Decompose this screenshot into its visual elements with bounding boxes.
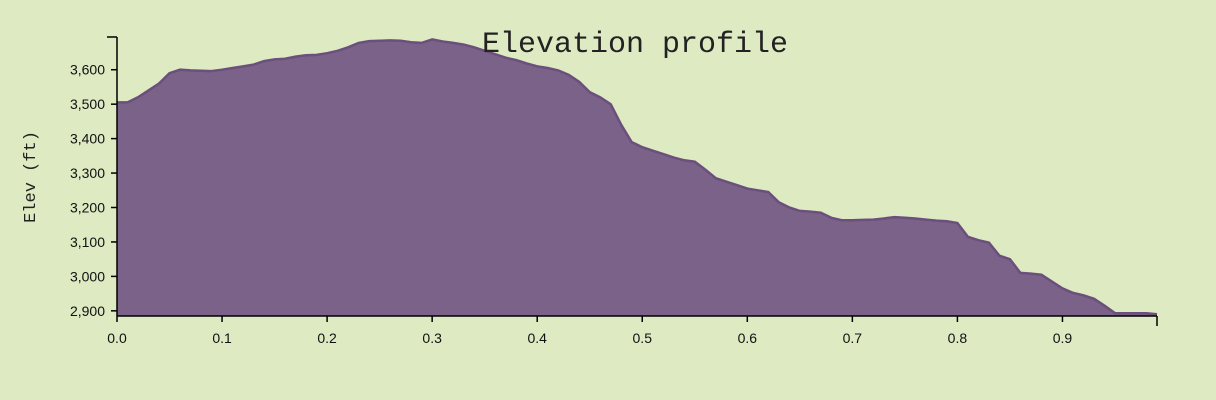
- x-tick-label: 0.7: [843, 330, 863, 346]
- x-tick-label: 0.2: [317, 330, 337, 346]
- x-tick-label: 0.0: [107, 330, 127, 346]
- y-tick-label: 3,400: [70, 131, 105, 147]
- x-tick-label: 0.4: [527, 330, 547, 346]
- x-tick-label: 0.3: [422, 330, 442, 346]
- chart-title: Elevation profile: [482, 28, 788, 62]
- elevation-line-0: [117, 38, 1158, 316]
- y-tick-label: 3,600: [70, 62, 105, 78]
- y-tick-label: 3,000: [70, 268, 105, 284]
- y-tick-label: 2,900: [70, 303, 105, 319]
- x-tick-label: 0.1: [212, 330, 232, 346]
- y-axis-label: Elev (ft): [22, 131, 41, 223]
- x-tick-label: 0.6: [738, 330, 758, 346]
- y-tick-label: 3,200: [70, 200, 105, 216]
- y-tick-label: 3,300: [70, 165, 105, 181]
- y-tick-label: 3,500: [70, 96, 105, 112]
- y-tick-label: 3,100: [70, 234, 105, 250]
- elevation-area-0: [117, 39, 1157, 317]
- x-tick-label: 0.5: [633, 330, 653, 346]
- x-tick-label: 0.9: [1053, 330, 1073, 346]
- x-tick-label: 0.8: [948, 330, 968, 346]
